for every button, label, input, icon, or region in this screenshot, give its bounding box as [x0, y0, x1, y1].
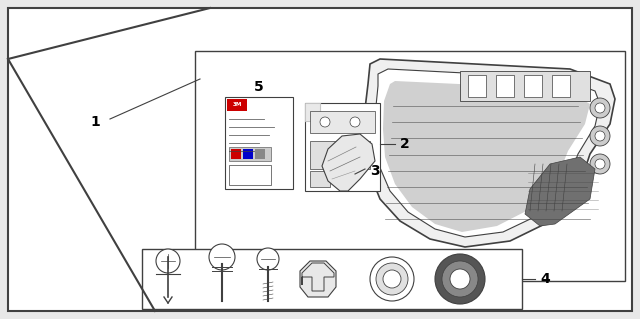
Polygon shape [368, 111, 380, 127]
Bar [496, 75, 514, 97]
Circle shape [350, 117, 360, 127]
Circle shape [156, 249, 180, 273]
Polygon shape [322, 134, 375, 191]
Circle shape [590, 98, 610, 118]
Text: 4: 4 [540, 272, 550, 286]
Bar [524, 75, 542, 97]
Circle shape [376, 263, 408, 295]
Polygon shape [305, 103, 320, 121]
Polygon shape [302, 263, 334, 291]
Polygon shape [525, 157, 595, 226]
Text: 1: 1 [90, 115, 100, 129]
Circle shape [595, 131, 605, 141]
Polygon shape [376, 69, 600, 237]
Bar [227, 99, 247, 111]
Bar [255, 149, 265, 159]
Bar [310, 171, 330, 187]
Circle shape [590, 126, 610, 146]
Polygon shape [383, 81, 590, 232]
Circle shape [435, 254, 485, 304]
Bar [310, 141, 338, 169]
Bar [310, 111, 375, 133]
Polygon shape [365, 59, 615, 247]
Circle shape [590, 154, 610, 174]
Circle shape [595, 159, 605, 169]
Polygon shape [305, 103, 320, 121]
Bar [229, 165, 271, 185]
Bar [305, 103, 380, 191]
Bar [225, 97, 293, 189]
Circle shape [442, 261, 478, 297]
Circle shape [383, 270, 401, 288]
Bar [460, 71, 590, 101]
Circle shape [450, 269, 470, 289]
Polygon shape [300, 261, 336, 297]
Circle shape [209, 244, 235, 270]
Circle shape [595, 103, 605, 113]
Circle shape [320, 117, 330, 127]
Text: 2: 2 [400, 137, 410, 151]
Bar [342, 141, 370, 169]
Bar [231, 149, 241, 159]
Text: 3: 3 [370, 164, 380, 178]
Bar [243, 149, 253, 159]
Bar [468, 75, 486, 97]
Bar [229, 147, 271, 161]
Text: 5: 5 [254, 80, 264, 94]
Bar [195, 51, 625, 281]
Bar [142, 249, 522, 309]
Circle shape [370, 257, 414, 301]
Circle shape [257, 248, 279, 270]
Bar [552, 75, 570, 97]
Text: 3M: 3M [232, 102, 242, 108]
